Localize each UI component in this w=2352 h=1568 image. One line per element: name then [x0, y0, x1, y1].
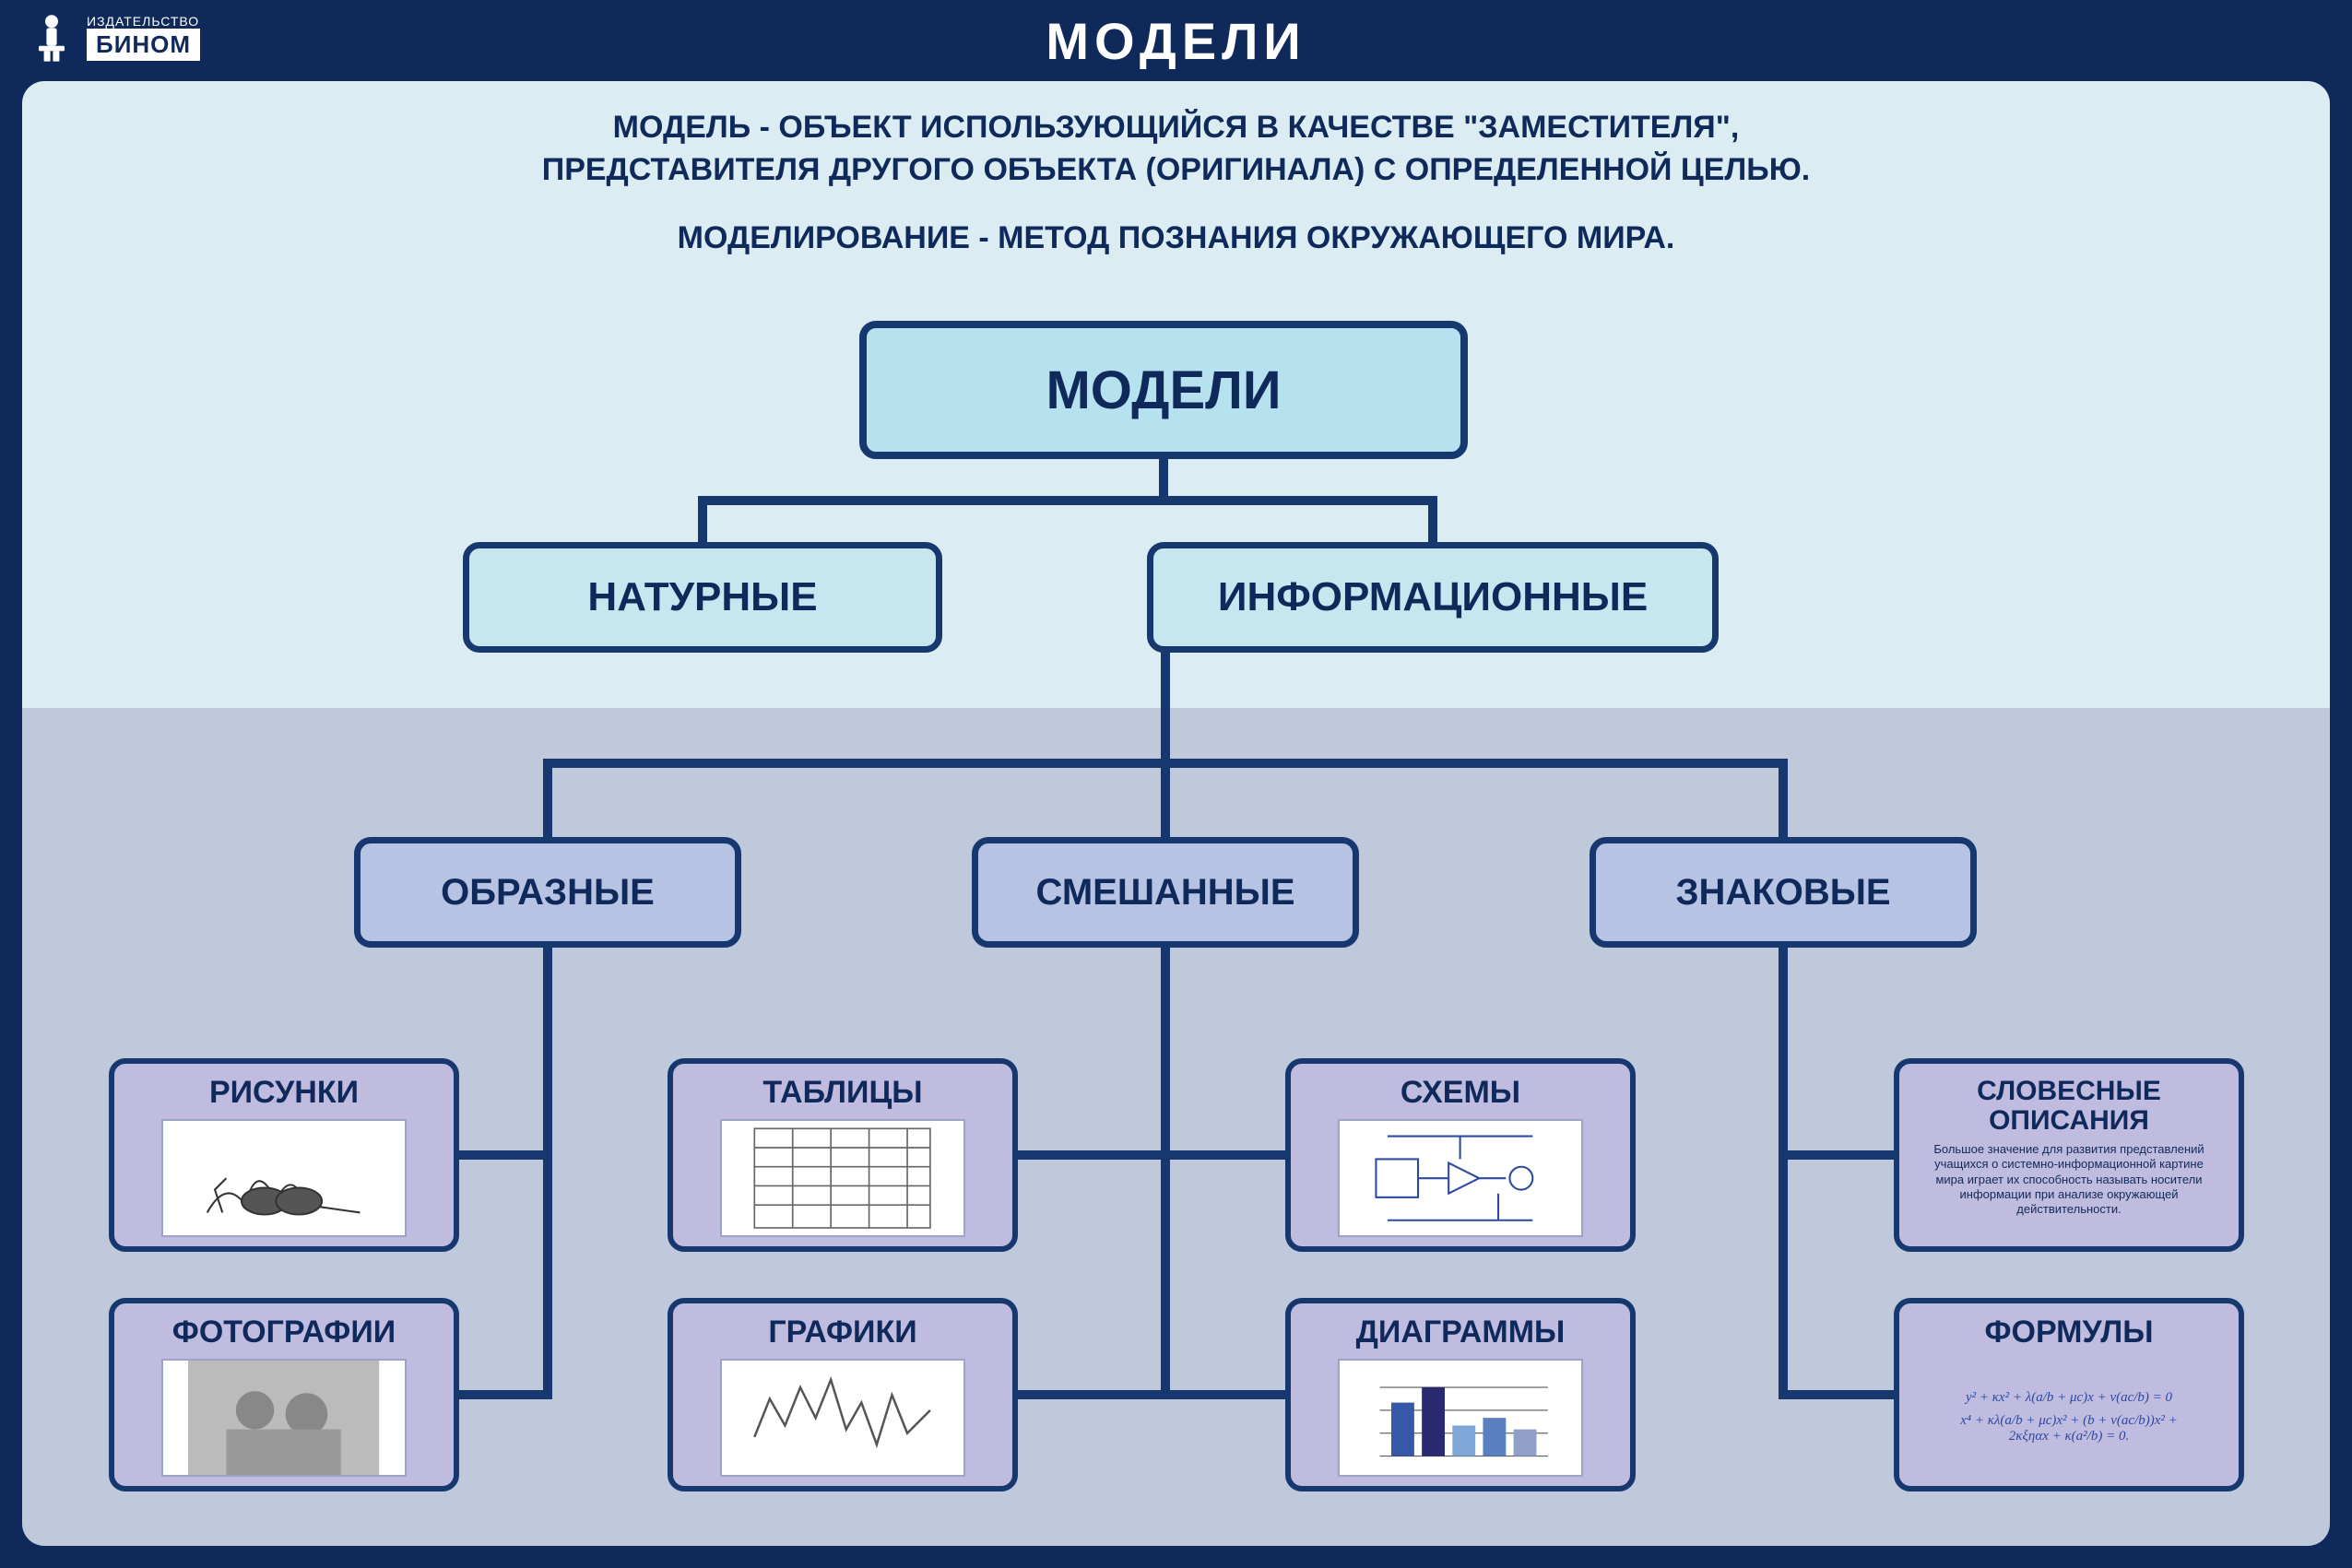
leaf-photos: ФОТОГРАФИИ [109, 1298, 459, 1491]
node-mixed: СМЕШАННЫЕ [972, 837, 1359, 948]
leaf-verbal: СЛОВЕСНЫЕ ОПИСАНИЯ Большое значение для … [1894, 1058, 2244, 1252]
node-natural: НАТУРНЫЕ [463, 542, 942, 653]
canvas: МОДЕЛЬ - ОБЪЕКТ ИСПОЛЬЗУЮЩИЙСЯ В КАЧЕСТВ… [22, 81, 2330, 1546]
node-symbolic: ЗНАКОВЫЕ [1590, 837, 1977, 948]
leaf-schemes: СХЕМЫ [1285, 1058, 1636, 1252]
node-mixed-label: СМЕШАННЫЕ [1035, 872, 1294, 914]
publisher-name: БИНОМ [87, 29, 200, 61]
node-figurative: ОБРАЗНЫЕ [354, 837, 741, 948]
leaf-diagrams-label: ДИАГРАММЫ [1356, 1316, 1566, 1350]
leaf-graphs-label: ГРАФИКИ [768, 1316, 916, 1350]
header: ИЗДАТЕЛЬСТВО БИНОМ МОДЕЛИ [0, 0, 2352, 81]
logo-figure-icon [26, 11, 77, 63]
node-informational: ИНФОРМАЦИОННЫЕ [1147, 542, 1719, 653]
thumb-photo-icon [161, 1359, 406, 1477]
thumb-barchart-icon [1338, 1359, 1582, 1477]
node-root: МОДЕЛИ [859, 321, 1468, 459]
intro-line-3: МОДЕЛИРОВАНИЕ - МЕТОД ПОЗНАНИЯ ОКРУЖАЮЩЕ… [22, 218, 2330, 260]
leaf-photos-label: ФОТОГРАФИИ [172, 1316, 396, 1350]
publisher-small: ИЗДАТЕЛЬСТВО [87, 14, 200, 29]
node-natural-label: НАТУРНЫЕ [587, 574, 817, 620]
thumb-sketch-icon [161, 1119, 406, 1237]
formula-line-2: x⁴ + κλ(a/b + μc)x² + (b + ν(ac/b))x² + … [1946, 1413, 2191, 1444]
thumb-circuit-icon [1338, 1119, 1582, 1237]
leaf-tables: ТАБЛИЦЫ [668, 1058, 1018, 1252]
intro-line-1: МОДЕЛЬ - ОБЪЕКТ ИСПОЛЬЗУЮЩИЙСЯ В КАЧЕСТВ… [22, 107, 2330, 149]
node-root-label: МОДЕЛИ [1046, 360, 1281, 421]
publisher-logo: ИЗДАТЕЛЬСТВО БИНОМ [26, 11, 200, 63]
leaf-schemes-label: СХЕМЫ [1401, 1077, 1520, 1110]
leaf-tables-label: ТАБЛИЦЫ [762, 1077, 922, 1110]
intro-text: МОДЕЛЬ - ОБЪЕКТ ИСПОЛЬЗУЮЩИЙСЯ В КАЧЕСТВ… [22, 107, 2330, 260]
leaf-formulas: ФОРМУЛЫ y² + κx² + λ(a/b + μc)x + ν(ac/b… [1894, 1298, 2244, 1491]
node-informational-label: ИНФОРМАЦИОННЫЕ [1218, 574, 1648, 620]
leaf-drawings: РИСУНКИ [109, 1058, 459, 1252]
thumb-formula-icon: y² + κx² + λ(a/b + μc)x + ν(ac/b) = 0 x⁴… [1946, 1359, 2191, 1477]
thumb-linechart-icon [720, 1359, 964, 1477]
page-title: МОДЕЛИ [1046, 11, 1306, 71]
leaf-verbal-label: СЛОВЕСНЫЕ ОПИСАНИЯ [1912, 1077, 2226, 1135]
poster-frame: ИЗДАТЕЛЬСТВО БИНОМ МОДЕЛИ МОДЕЛЬ - ОБЪЕК… [0, 0, 2352, 1568]
thumb-table-icon [720, 1119, 964, 1237]
logo-text: ИЗДАТЕЛЬСТВО БИНОМ [87, 14, 200, 61]
node-symbolic-label: ЗНАКОВЫЕ [1675, 872, 1890, 914]
leaf-drawings-label: РИСУНКИ [209, 1077, 359, 1110]
leaf-formulas-label: ФОРМУЛЫ [1984, 1316, 2153, 1350]
intro-line-2: ПРЕДСТАВИТЕЛЯ ДРУГОГО ОБЪЕКТА (ОРИГИНАЛА… [22, 149, 2330, 192]
leaf-verbal-subtext: Большое значение для развития представле… [1912, 1142, 2226, 1217]
leaf-diagrams: ДИАГРАММЫ [1285, 1298, 1636, 1491]
node-figurative-label: ОБРАЗНЫЕ [441, 872, 655, 914]
formula-line-1: y² + κx² + λ(a/b + μc)x + ν(ac/b) = 0 [1966, 1390, 2172, 1406]
leaf-graphs: ГРАФИКИ [668, 1298, 1018, 1491]
